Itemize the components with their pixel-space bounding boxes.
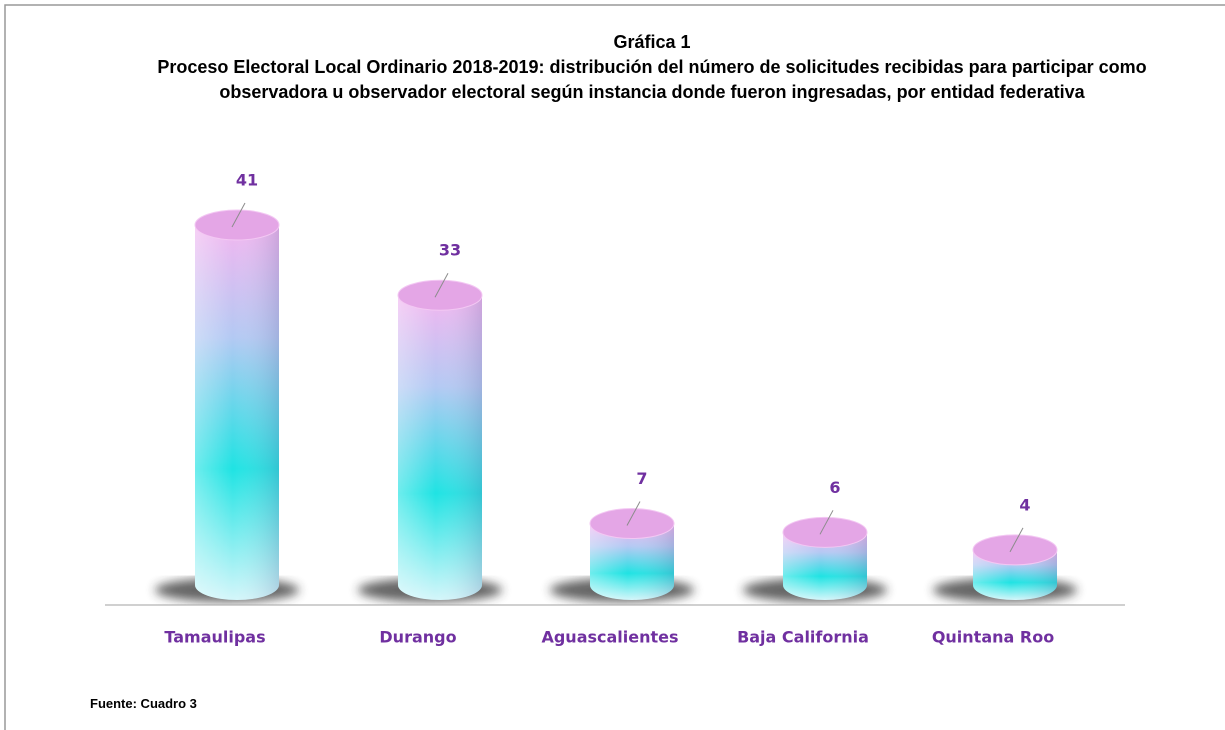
- data-label: 6: [829, 478, 840, 497]
- bar-shade: [195, 225, 279, 600]
- label-leader: [819, 510, 834, 535]
- bar-shade: [783, 532, 867, 600]
- x-tick-label: Tamaulipas: [164, 628, 265, 647]
- chart-subtitle: Proceso Electoral Local Ordinario 2018-2…: [157, 57, 1147, 102]
- bar-top: [194, 209, 280, 241]
- label-leader: [626, 501, 641, 526]
- label-leader: [231, 202, 246, 228]
- frame: [4, 4, 1225, 730]
- x-tick-label: Aguascalientes: [541, 628, 678, 647]
- bar-shade: [398, 295, 482, 600]
- data-label: 4: [1019, 495, 1030, 514]
- bar-top: [397, 279, 483, 311]
- x-tick-label: Durango: [379, 628, 456, 647]
- data-label: 41: [236, 171, 258, 190]
- chart-title: Gráfica 1: [613, 32, 691, 52]
- bar-top: [972, 534, 1058, 566]
- titles: Gráfica 1 Proceso Electoral Local Ordina…: [152, 30, 1152, 105]
- bar-shade: [590, 523, 674, 600]
- bar-top: [589, 508, 675, 540]
- label-leader: [434, 273, 449, 298]
- bar-top: [782, 516, 868, 548]
- data-label: 7: [636, 469, 647, 488]
- label-leader: [1009, 527, 1024, 553]
- data-label: 33: [439, 241, 461, 260]
- x-tick-label: Baja California: [737, 628, 869, 647]
- source-note: Fuente: Cuadro 3: [90, 696, 197, 711]
- x-tick-label: Quintana Roo: [932, 628, 1054, 647]
